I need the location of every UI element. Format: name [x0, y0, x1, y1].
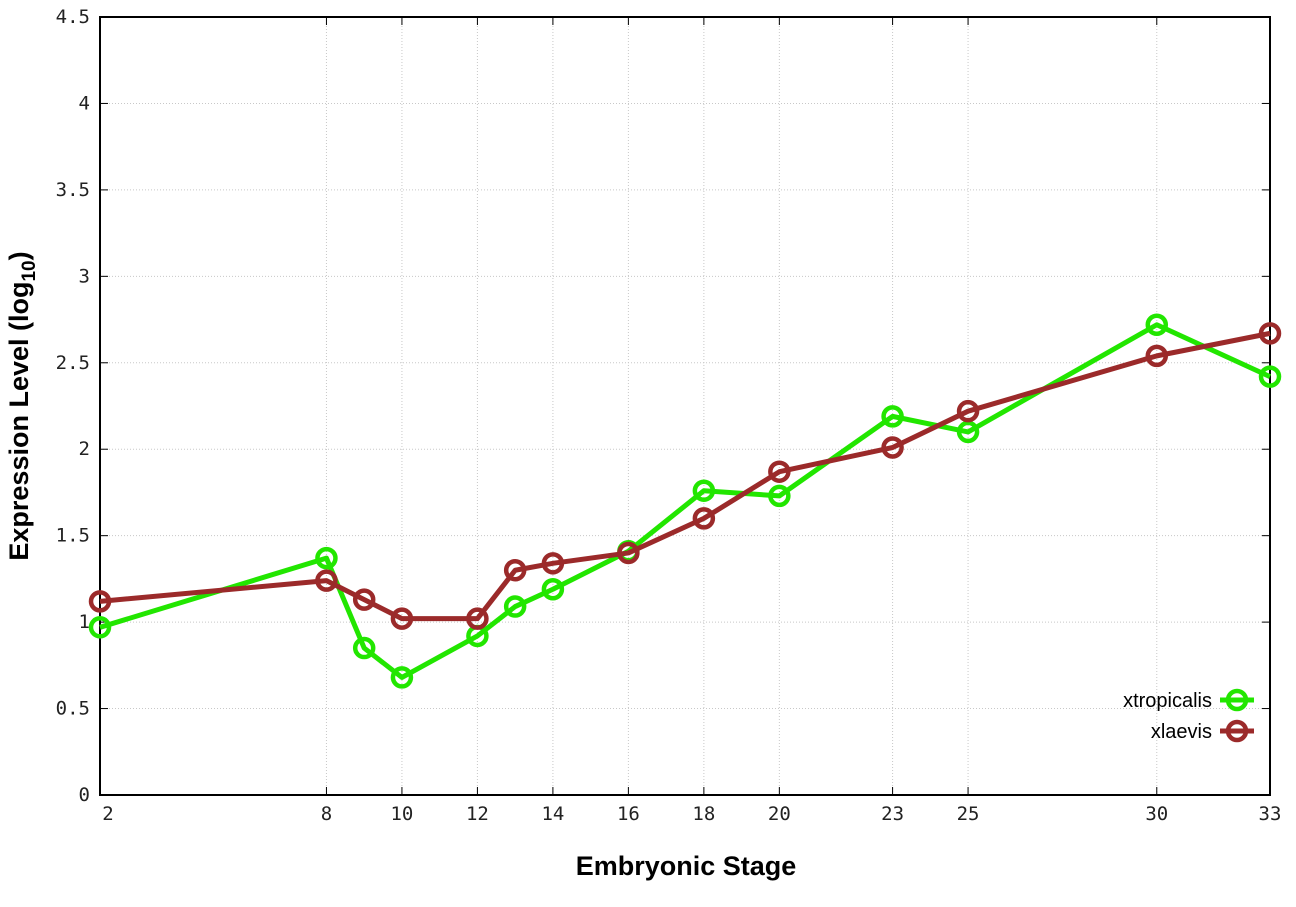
y-tick-label: 3 [79, 265, 90, 287]
x-tick-label: 10 [390, 803, 413, 825]
legend-label-xlaevis: xlaevis [1151, 721, 1212, 743]
y-tick-label: 2.5 [56, 352, 90, 374]
data-point-xtropicalis [390, 666, 414, 689]
data-point-xlaevis [1258, 322, 1282, 345]
data-point-xlaevis [956, 399, 980, 423]
x-tick-label: 8 [321, 803, 332, 825]
x-tick-label: 14 [541, 803, 564, 825]
data-point-xtropicalis [692, 479, 716, 502]
x-tick-label: 23 [881, 803, 904, 825]
data-point-xlaevis [881, 436, 904, 459]
data-point-xtropicalis [768, 484, 791, 508]
y-tick-label: 4 [79, 92, 90, 114]
y-axis-label: Expression Level (log10) [4, 251, 40, 560]
data-point-xtropicalis [1258, 365, 1282, 388]
data-point-xlaevis [390, 607, 414, 630]
data-point-xtropicalis [881, 405, 904, 428]
data-point-xlaevis [466, 607, 489, 630]
data-point-xlaevis [541, 552, 565, 575]
data-point-xtropicalis [503, 595, 527, 618]
data-point-xlaevis [692, 507, 716, 530]
data-point-xtropicalis [956, 420, 980, 444]
y-tick-label: 1.5 [56, 525, 90, 547]
data-point-xtropicalis [88, 616, 112, 639]
data-point-xlaevis [768, 460, 791, 483]
x-tick-label: 2 [102, 803, 113, 825]
data-point-xtropicalis [315, 546, 338, 570]
y-tick-label: 2 [79, 438, 90, 460]
ticks: 0 0.5 1 1.5 2 2.5 3 3.5 4 4.5 2 8 10 12 14 16 18 20 23 25 30… [56, 6, 1282, 825]
data-point-xtropicalis [352, 636, 376, 660]
legend-marker-xtropicalis [1225, 688, 1249, 712]
data-point-xlaevis [352, 588, 376, 611]
x-tick-label: 30 [1145, 803, 1168, 825]
legend: xtropicalis xlaevis [1123, 688, 1254, 743]
x-tick-label: 25 [957, 803, 980, 825]
data-point-xlaevis [1145, 344, 1169, 368]
data-point-xlaevis [503, 558, 527, 582]
plot-frame [99, 16, 1271, 796]
x-tick-label: 16 [617, 803, 640, 825]
grid [100, 17, 1270, 795]
series-line-xtropicalis [99, 322, 1272, 680]
y-tick-label: 3.5 [56, 179, 90, 201]
data-point-xtropicalis [1145, 313, 1169, 336]
data-point-xlaevis [315, 569, 338, 592]
data-point-xlaevis [88, 590, 112, 613]
y-tick-label: 1 [79, 611, 90, 633]
x-tick-label: 18 [692, 803, 715, 825]
x-tick-label: 33 [1259, 803, 1282, 825]
data-point-xlaevis [617, 541, 640, 565]
x-axis-label: Embryonic Stage [576, 851, 797, 881]
x-tick-label: 20 [768, 803, 791, 825]
data-point-xtropicalis [541, 578, 565, 601]
y-tick-label: 0.5 [56, 698, 90, 720]
legend-marker-xlaevis [1225, 719, 1249, 743]
y-tick-label: 0 [79, 784, 90, 806]
series [88, 313, 1282, 689]
legend-label-xtropicalis: xtropicalis [1123, 690, 1212, 712]
x-tick-label: 12 [466, 803, 489, 825]
y-tick-label: 4.5 [56, 6, 90, 28]
